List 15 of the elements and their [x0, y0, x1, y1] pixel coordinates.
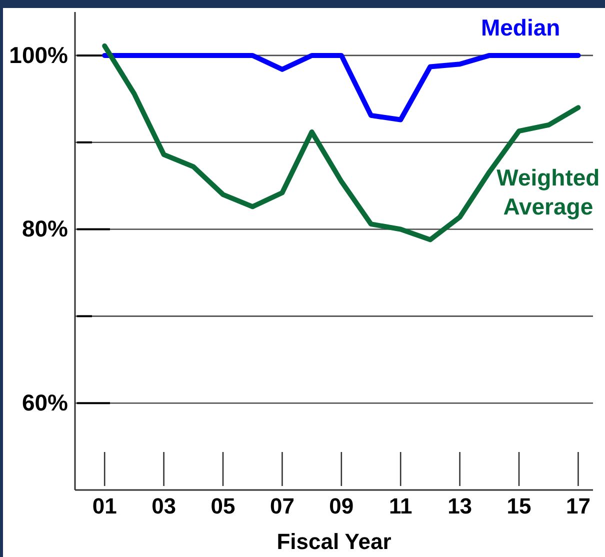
series-label: Median [480, 14, 560, 40]
y-tick-label: 60% [22, 389, 68, 416]
x-tick-label: 11 [388, 494, 412, 519]
x-tick-label: 13 [448, 494, 472, 519]
x-tick-label: 09 [329, 494, 354, 519]
x-tick-label: 01 [92, 494, 117, 519]
y-tick-label: 80% [22, 216, 68, 242]
x-tick-label: 03 [152, 494, 176, 519]
x-tick-label: 07 [270, 494, 294, 519]
x-tick-label: 17 [566, 494, 590, 519]
series-label: Weighted Average [496, 164, 600, 220]
y-tick-label: 100% [9, 42, 68, 68]
x-tick-label: 05 [210, 494, 236, 519]
x-tick-label: 15 [506, 494, 532, 519]
x-axis-title: Fiscal Year [276, 529, 392, 554]
